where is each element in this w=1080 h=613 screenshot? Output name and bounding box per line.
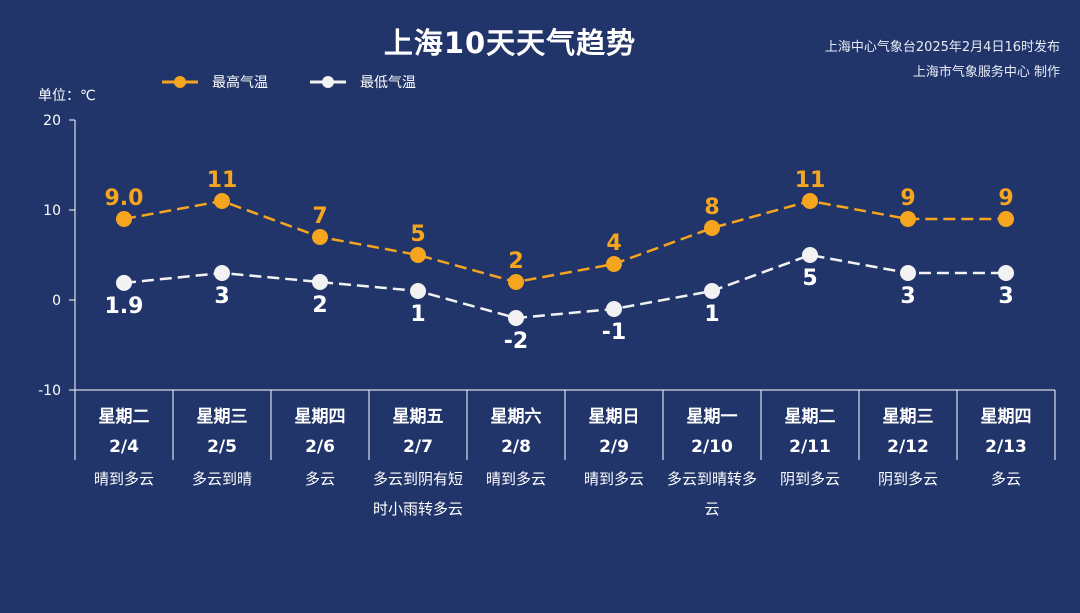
x-day-label: 星期六 [491,406,542,427]
legend-item-low: 最低气温 [308,72,416,92]
data-point-low [214,265,230,281]
source-line: 上海中心气象台2025年2月4日16时发布 [824,40,1060,55]
x-tick-label: 2/13 [985,437,1027,457]
weather-label: 多云到晴转多 [667,470,757,488]
weather-label: 多云 [305,470,335,488]
y-tick-label: 10 [43,203,61,219]
data-point-high [606,256,622,272]
x-day-label: 星期一 [687,407,738,427]
y-tick-label: 20 [43,113,61,129]
x-day-label: 星期日 [589,407,640,427]
x-day-label: 星期二 [785,407,836,427]
data-label-low: 3 [998,284,1013,309]
x-day-label: 星期四 [981,407,1032,427]
x-day-label: 星期三 [883,407,934,427]
data-label-low: 5 [802,266,817,291]
data-point-low [116,274,132,291]
series-line-high [123,199,1006,284]
x-tick-label: 2/10 [691,437,733,457]
data-label-high: 8 [704,195,719,220]
data-point-low [312,274,328,290]
data-point-high [998,211,1014,227]
weather-label: 多云到晴 [192,470,252,488]
weather-label: 多云 [991,470,1021,488]
weather-label: 晴到多云 [486,470,546,488]
data-label-high: 11 [207,168,238,193]
data-point-low [802,247,818,263]
data-label-high: 11 [795,168,826,193]
x-tick-label: 2/9 [599,437,629,457]
weather-label: 时小雨转多云 [373,500,463,518]
page-title: 上海10天天气趋势 [383,26,637,60]
data-label-high: 2 [508,249,523,274]
data-point-high [116,211,132,227]
data-point-high [704,220,720,236]
data-point-low [704,283,720,299]
y-tick-label: 0 [52,293,61,309]
y-axis-unit: 单位：℃ [38,88,96,104]
data-label-low: 3 [214,284,229,309]
chart-legend: 最高气温 最低气温 [160,72,416,92]
data-label-high: 9.0 [105,186,144,211]
legend-marker-low [310,76,346,88]
legend-label-low: 最低气温 [360,75,416,91]
data-label-low: 2 [312,293,327,318]
data-point-low [410,283,426,299]
data-label-low: 1 [704,302,719,327]
data-point-high [900,211,916,227]
x-day-label: 星期三 [197,407,248,427]
data-label-high: 9 [998,186,1013,211]
legend-label-high: 最高气温 [212,75,268,91]
data-point-high [410,247,426,263]
data-point-low [998,265,1014,281]
x-tick-label: 2/6 [305,437,335,457]
data-point-high [214,193,230,209]
series-line-low [123,253,1006,320]
data-point-low [606,301,622,317]
data-label-low: 3 [900,284,915,309]
x-day-label: 星期二 [99,407,150,427]
data-label-high: 4 [606,231,621,256]
y-tick-label: -10 [38,383,61,399]
weather-label: 云 [704,500,719,518]
x-tick-label: 2/4 [109,437,139,457]
weather-label: 多云到阴有短 [373,470,463,488]
x-tick-label: 2/5 [207,437,237,457]
data-point-high [802,193,818,209]
data-point-high [508,274,524,290]
weather-label: 阴到多云 [780,470,840,488]
x-tick-label: 2/11 [789,437,831,457]
legend-item-high: 最高气温 [160,72,268,92]
data-point-high [312,229,328,245]
data-label-low: 1 [410,302,425,327]
data-label-low: 1.9 [105,294,144,319]
weather-label: 晴到多云 [94,470,154,488]
legend-marker-high [162,76,198,88]
data-label-low: -1 [602,320,626,345]
x-tick-label: 2/12 [887,437,929,457]
x-day-label: 星期五 [393,407,444,427]
data-point-low [508,310,524,326]
data-label-low: -2 [504,329,528,354]
data-label-high: 5 [410,222,425,247]
x-tick-label: 2/8 [501,437,531,457]
data-label-high: 7 [312,204,327,229]
data-label-high: 9 [900,186,915,211]
data-point-low [900,265,916,281]
weather-label: 晴到多云 [584,470,644,488]
producer-line: 上海市气象服务中心 制作 [912,65,1060,80]
weather-label: 阴到多云 [878,470,938,488]
x-tick-label: 2/7 [403,437,433,457]
x-day-label: 星期四 [295,407,346,427]
